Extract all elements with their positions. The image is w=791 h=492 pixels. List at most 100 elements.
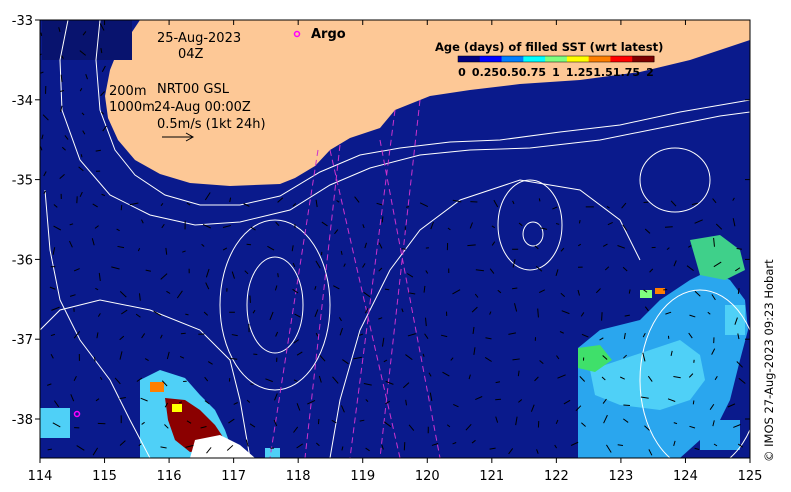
current-vector <box>508 448 514 455</box>
current-vector <box>688 245 692 248</box>
current-vector <box>648 449 653 456</box>
x-tick-label: 120 <box>415 469 440 484</box>
colorbar-segment <box>523 56 546 62</box>
colorbar-segment <box>566 56 590 62</box>
current-vector <box>204 192 211 201</box>
current-vector <box>405 354 413 361</box>
current-vector <box>160 446 167 449</box>
current-vector <box>384 288 390 291</box>
current-vector <box>422 353 425 357</box>
current-vector <box>353 356 363 360</box>
sst-patch-white <box>190 435 255 458</box>
depth-1000-label: 1000m <box>109 100 155 115</box>
current-vector <box>489 447 496 450</box>
current-vector <box>452 199 462 203</box>
current-vector <box>73 330 81 339</box>
current-vector <box>229 357 238 360</box>
current-vector <box>101 111 105 115</box>
current-vector <box>138 443 142 447</box>
sst-speck <box>725 305 745 335</box>
current-vector <box>267 245 275 251</box>
eddy-contour <box>639 289 750 458</box>
current-vector <box>340 405 345 413</box>
current-vector <box>294 313 301 318</box>
current-vector <box>407 333 416 337</box>
x-tick-label: 125 <box>738 469 763 484</box>
current-vector <box>354 196 360 203</box>
current-vector <box>732 197 735 201</box>
copyright-note: © IMOS 27-Aug-2023 09:23 Hobart <box>762 259 776 462</box>
current-vector <box>450 357 454 361</box>
current-vector <box>446 424 451 428</box>
x-tick-label: 116 <box>157 469 182 484</box>
current-vector <box>712 420 715 427</box>
current-vector <box>339 327 343 336</box>
current-vector <box>121 309 128 315</box>
current-vector <box>40 146 43 151</box>
eddy-contour <box>329 179 641 458</box>
current-vector <box>468 374 471 380</box>
current-vector <box>604 266 610 271</box>
colorbar-tick-label: 1.75 <box>613 66 640 79</box>
current-vector <box>469 222 473 229</box>
current-vector <box>552 206 558 210</box>
current-vector <box>119 397 126 400</box>
current-vector <box>383 421 392 428</box>
current-vector <box>92 203 98 208</box>
current-vector <box>623 354 627 359</box>
current-vector <box>141 421 145 425</box>
current-vector <box>222 247 228 251</box>
current-vector <box>406 206 410 208</box>
current-vector <box>539 289 546 294</box>
current-vector <box>689 425 696 429</box>
current-vector <box>144 358 149 362</box>
contour-offshore <box>44 189 151 458</box>
current-vector <box>429 392 433 402</box>
current-vector <box>623 332 626 340</box>
current-vector <box>296 443 303 449</box>
current-vector <box>518 222 523 227</box>
current-vector <box>560 292 566 297</box>
current-vector <box>141 219 144 224</box>
current-vector <box>79 88 83 92</box>
colorbar-segment <box>588 56 611 62</box>
current-vector <box>269 311 274 321</box>
current-vector <box>670 350 673 356</box>
current-vector <box>292 288 299 294</box>
current-vector <box>484 356 492 362</box>
current-vector <box>43 190 47 195</box>
current-vector <box>734 317 738 325</box>
current-vector <box>166 351 170 360</box>
current-vector <box>129 202 139 206</box>
current-vector <box>491 225 496 229</box>
current-vector <box>205 268 210 278</box>
current-vector <box>673 440 676 446</box>
current-vector <box>736 361 743 368</box>
current-vector <box>495 398 502 401</box>
current-vector <box>601 376 606 381</box>
current-vector <box>738 377 746 384</box>
current-vector <box>41 134 44 140</box>
current-vector <box>537 308 539 318</box>
current-vector <box>145 269 152 272</box>
current-vector <box>207 361 213 365</box>
current-vector <box>161 380 168 387</box>
current-vector <box>94 225 99 229</box>
current-vector <box>512 258 516 268</box>
current-vector <box>402 382 410 389</box>
y-tick-label: -37 <box>12 333 33 348</box>
current-vector <box>52 422 61 428</box>
current-vector <box>694 219 703 224</box>
current-vector <box>442 371 450 377</box>
current-vector <box>643 289 648 293</box>
current-vector <box>91 238 95 246</box>
current-vector <box>321 221 328 227</box>
current-vector <box>73 268 80 272</box>
current-vector <box>100 48 103 54</box>
current-vector <box>473 347 476 355</box>
current-vector <box>359 419 365 422</box>
current-vector <box>43 171 47 177</box>
current-vector <box>383 359 388 363</box>
current-vector <box>666 247 670 250</box>
current-vector <box>186 202 191 206</box>
